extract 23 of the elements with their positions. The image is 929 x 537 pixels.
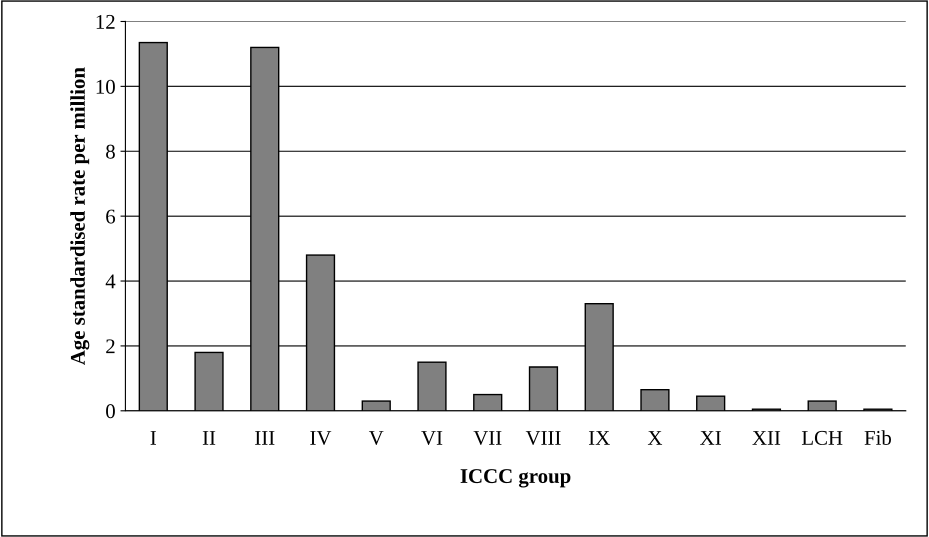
- x-tick-label: X: [648, 431, 662, 445]
- x-axis-title: ICCC group: [460, 469, 570, 488]
- y-tick-label: 2: [106, 339, 115, 354]
- x-tick-label: XI: [700, 431, 721, 445]
- y-tick-label: 4: [106, 274, 116, 288]
- y-tick-label: 10: [96, 80, 115, 94]
- x-tick-label: III: [255, 431, 274, 445]
- x-tick-label: VI: [421, 431, 442, 446]
- y-tick-label: 6: [106, 210, 116, 224]
- x-tick-label: VIII: [526, 431, 561, 446]
- x-tick-label: II: [202, 431, 216, 445]
- x-tick-label: VII: [474, 431, 502, 446]
- x-tick-label: IX: [588, 431, 610, 445]
- y-tick-label: 12: [96, 14, 115, 29]
- y-tick-label: 0: [106, 404, 115, 418]
- y-tick-label: 8: [106, 144, 115, 159]
- x-tick-label: Fib: [864, 430, 892, 445]
- y-axis-title: Age standardised rate per million: [70, 67, 90, 366]
- x-tick-label: I: [150, 431, 156, 445]
- x-tick-label: V: [368, 431, 384, 446]
- x-tick-label: IV: [310, 431, 332, 446]
- x-tick-label: XII: [752, 431, 780, 445]
- x-tick-label: LCH: [802, 430, 842, 445]
